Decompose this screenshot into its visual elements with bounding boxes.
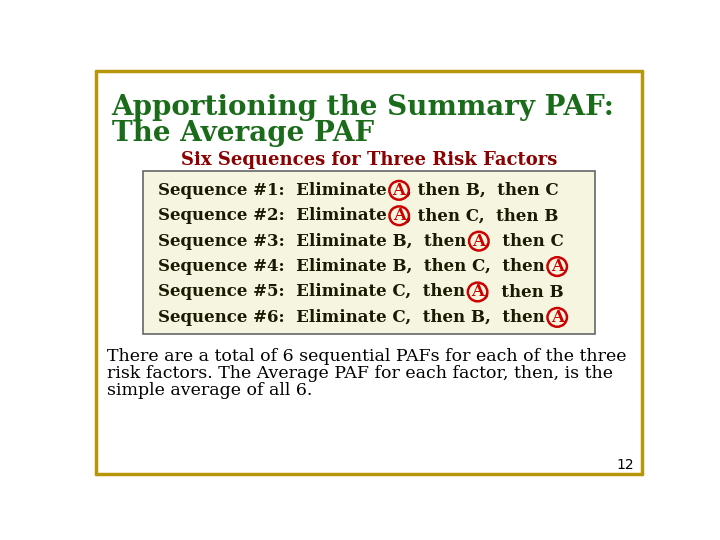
Text: , then B,  then C: , then B, then C xyxy=(405,182,558,199)
Text: Sequence #2:  Eliminate: Sequence #2: Eliminate xyxy=(158,207,392,224)
Text: The Average PAF: The Average PAF xyxy=(112,120,374,147)
Text: ,  then B: , then B xyxy=(484,284,564,300)
Text: Apportioning the Summary PAF:: Apportioning the Summary PAF: xyxy=(112,94,615,121)
Text: There are a total of 6 sequential PAFs for each of the three: There are a total of 6 sequential PAFs f… xyxy=(107,348,626,365)
Text: Sequence #5:  Eliminate C,  then: Sequence #5: Eliminate C, then xyxy=(158,284,471,300)
Text: A: A xyxy=(472,233,485,249)
Text: Sequence #1:  Eliminate: Sequence #1: Eliminate xyxy=(158,182,392,199)
Text: A: A xyxy=(392,207,405,224)
FancyBboxPatch shape xyxy=(143,171,595,334)
Text: Sequence #6:  Eliminate C,  then B,  then: Sequence #6: Eliminate C, then B, then xyxy=(158,309,551,326)
Text: ,  then C: , then C xyxy=(485,233,564,249)
Text: A: A xyxy=(471,284,484,300)
Text: Sequence #4:  Eliminate B,  then C,  then: Sequence #4: Eliminate B, then C, then xyxy=(158,258,551,275)
Text: 12: 12 xyxy=(616,458,634,472)
Text: simple average of all 6.: simple average of all 6. xyxy=(107,382,312,399)
Text: , then C,  then B: , then C, then B xyxy=(405,207,558,224)
Text: A: A xyxy=(551,309,564,326)
Text: Sequence #3:  Eliminate B,  then: Sequence #3: Eliminate B, then xyxy=(158,233,472,249)
Text: risk factors. The Average PAF for each factor, then, is the: risk factors. The Average PAF for each f… xyxy=(107,365,613,382)
Text: Six Sequences for Three Risk Factors: Six Sequences for Three Risk Factors xyxy=(181,151,557,169)
Text: A: A xyxy=(392,182,405,199)
Text: A: A xyxy=(551,258,564,275)
